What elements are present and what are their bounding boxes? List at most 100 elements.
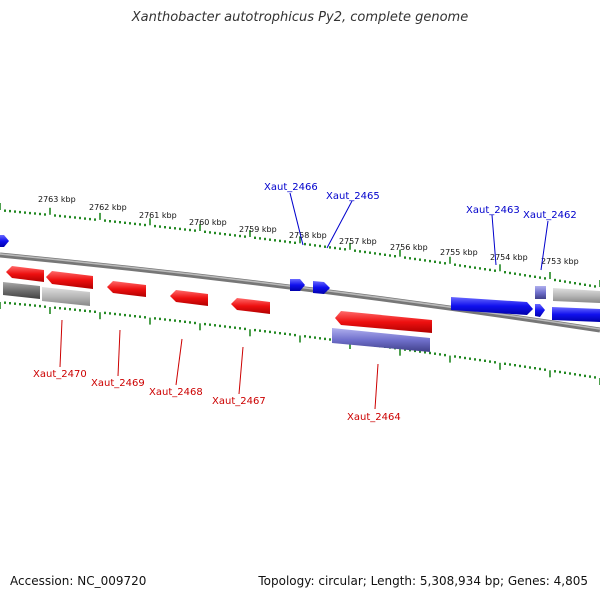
minor-tick bbox=[529, 274, 531, 278]
minor-tick bbox=[509, 363, 511, 366]
gene-label-reverse[interactable]: Xaut_2469 bbox=[91, 378, 145, 389]
major-tick bbox=[249, 329, 251, 337]
minor-tick bbox=[464, 356, 466, 360]
minor-tick bbox=[374, 252, 376, 255]
gene-label-reverse[interactable]: Xaut_2470 bbox=[33, 369, 87, 380]
minor-tick bbox=[79, 309, 81, 312]
minor-tick bbox=[319, 244, 321, 248]
callout-line bbox=[59, 319, 63, 368]
major-tick bbox=[49, 307, 51, 314]
minor-tick bbox=[239, 327, 241, 330]
reverse-gene-arrow[interactable] bbox=[6, 266, 44, 282]
gene-label-forward[interactable]: Xaut_2462 bbox=[523, 210, 577, 221]
minor-tick bbox=[514, 272, 516, 275]
minor-tick bbox=[214, 231, 216, 235]
reverse-gene-arrow[interactable] bbox=[170, 290, 208, 306]
minor-tick bbox=[194, 229, 196, 232]
forward-gene-arrow[interactable] bbox=[535, 304, 545, 317]
minor-tick bbox=[344, 248, 346, 251]
minor-tick bbox=[479, 358, 481, 362]
minor-tick bbox=[474, 266, 476, 269]
reverse-pseudogene-box[interactable] bbox=[42, 287, 90, 306]
reverse-gene-arrow[interactable] bbox=[46, 271, 93, 289]
minor-tick bbox=[469, 265, 471, 269]
gene-label-reverse[interactable]: Xaut_2464 bbox=[347, 412, 401, 423]
minor-tick bbox=[139, 223, 141, 226]
major-tick bbox=[149, 218, 151, 226]
minor-tick bbox=[564, 280, 566, 283]
minor-tick bbox=[484, 359, 486, 362]
minor-tick bbox=[379, 252, 381, 256]
minor-tick bbox=[279, 332, 281, 335]
minor-tick bbox=[14, 210, 16, 213]
minor-tick bbox=[474, 358, 476, 361]
minor-tick bbox=[459, 264, 461, 267]
minor-tick bbox=[294, 241, 296, 244]
forward-gene-arrow[interactable] bbox=[552, 307, 600, 322]
minor-tick bbox=[219, 232, 221, 235]
minor-tick bbox=[114, 220, 116, 223]
forward-gene-arrow[interactable] bbox=[290, 279, 305, 291]
minor-tick bbox=[64, 307, 66, 310]
minor-tick bbox=[174, 227, 176, 230]
minor-tick bbox=[489, 268, 491, 272]
map-title: Xanthobacter autotrophicus Py2, complete… bbox=[131, 10, 469, 25]
minor-tick bbox=[469, 357, 471, 360]
minor-tick bbox=[204, 230, 206, 233]
minor-tick bbox=[179, 320, 181, 323]
forward-rna-box[interactable] bbox=[535, 286, 546, 299]
kbp-label: 2759 kbp bbox=[239, 225, 277, 234]
minor-tick bbox=[139, 315, 141, 318]
minor-tick bbox=[524, 365, 526, 368]
minor-tick bbox=[389, 254, 391, 257]
minor-tick bbox=[384, 253, 386, 256]
minor-tick bbox=[9, 209, 11, 213]
minor-tick bbox=[39, 304, 41, 308]
minor-tick bbox=[89, 217, 91, 221]
minor-tick bbox=[424, 351, 426, 354]
forward-gene-arrow[interactable] bbox=[451, 297, 533, 315]
minor-tick bbox=[574, 282, 576, 285]
reverse-gene-arrow[interactable] bbox=[107, 281, 146, 297]
gene-label-forward[interactable]: Xaut_2466 bbox=[264, 182, 318, 193]
reverse-pseudogene-box[interactable] bbox=[3, 282, 40, 299]
minor-tick bbox=[104, 311, 106, 315]
minor-tick bbox=[419, 258, 421, 261]
gene-label-forward[interactable]: Xaut_2463 bbox=[466, 205, 520, 216]
major-tick bbox=[549, 370, 551, 378]
minor-tick bbox=[439, 353, 441, 356]
major-tick bbox=[49, 207, 51, 215]
accession-text: Accession: NC_009720 bbox=[10, 574, 147, 588]
minor-tick bbox=[189, 321, 191, 324]
gene-label-forward[interactable]: Xaut_2465 bbox=[326, 191, 380, 202]
callout-line bbox=[374, 363, 379, 410]
forward-gene-arrow[interactable] bbox=[0, 235, 9, 247]
minor-tick bbox=[554, 370, 556, 373]
gene-label-reverse[interactable]: Xaut_2468 bbox=[149, 387, 203, 398]
minor-tick bbox=[354, 249, 356, 252]
reverse-gene-arrow[interactable] bbox=[231, 298, 270, 314]
reverse-rna-box[interactable] bbox=[332, 328, 430, 352]
major-tick bbox=[449, 355, 451, 363]
minor-tick bbox=[134, 222, 136, 226]
major-tick bbox=[499, 264, 501, 272]
minor-tick bbox=[509, 271, 511, 275]
kbp-label: 2762 kbp bbox=[89, 203, 127, 212]
minor-tick bbox=[539, 367, 541, 371]
minor-tick bbox=[279, 239, 281, 243]
forward-gene-arrow[interactable] bbox=[313, 281, 330, 294]
gene-label-reverse[interactable]: Xaut_2467 bbox=[212, 396, 266, 407]
minor-tick bbox=[524, 274, 526, 277]
kbp-label: 2756 kbp bbox=[390, 243, 428, 252]
minor-tick bbox=[254, 236, 256, 239]
minor-tick bbox=[329, 246, 331, 249]
reverse-gene-arrow[interactable] bbox=[335, 311, 432, 333]
minor-tick bbox=[514, 364, 516, 367]
callout-line bbox=[238, 346, 244, 395]
minor-tick bbox=[594, 376, 596, 379]
major-tick bbox=[549, 272, 551, 279]
minor-tick bbox=[29, 303, 31, 307]
minor-tick bbox=[284, 240, 286, 243]
minor-tick bbox=[129, 314, 131, 317]
forward-pseudogene-box[interactable] bbox=[553, 288, 600, 303]
